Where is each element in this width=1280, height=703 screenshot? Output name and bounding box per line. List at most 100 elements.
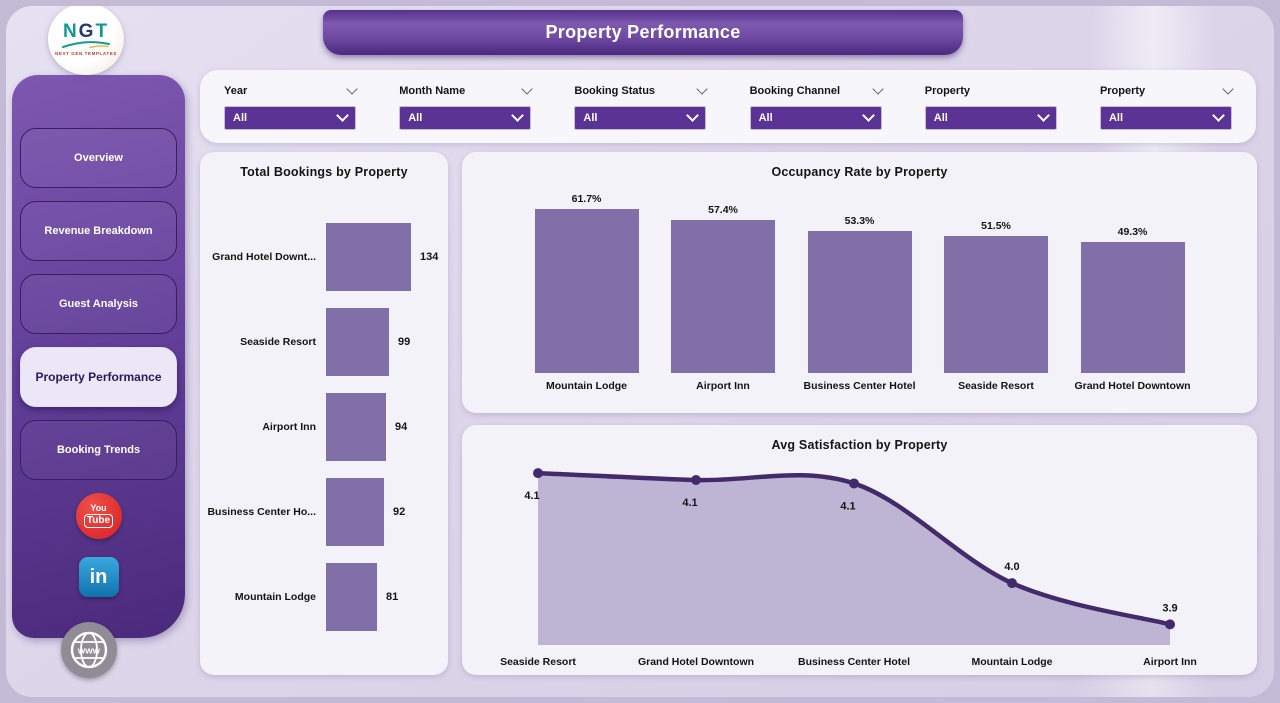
filter-label: Year (224, 84, 248, 97)
booking-status-filter-dropdown-2[interactable]: All (574, 105, 707, 130)
value-label: 4.0 (1004, 561, 1019, 573)
category-label: Seaside Resort (958, 380, 1034, 392)
youtube-icon[interactable]: You Tube (75, 493, 122, 539)
value-label: 51.5% (981, 220, 1011, 232)
chevron-down-icon (696, 82, 709, 95)
total-bookings-chart: Grand Hotel Downt... 134 Seaside Resort 99 A… (200, 179, 448, 631)
filter-selected-value: All (758, 111, 773, 124)
sidebar-item-booking-trends[interactable]: Booking Trends (20, 420, 177, 480)
ngt-logo: NGT NEXT GEN TEMPLATES (48, 6, 124, 75)
value-label: 57.4% (708, 204, 738, 216)
chevron-down-icon (1036, 109, 1050, 122)
filter-label-row: Booking Channel (749, 82, 884, 98)
category-label: Seaside Resort (500, 656, 576, 668)
filter-label: Month Name (399, 84, 466, 97)
chevron-down-icon (686, 109, 700, 122)
filter-booking-channel-3: Booking Channel All (749, 82, 884, 130)
website-icon[interactable]: www (61, 622, 117, 678)
bar-grand-hotel-downtown[interactable] (1080, 242, 1185, 373)
booking-bar-row: Business Center Ho... 92 (200, 478, 448, 546)
sidebar: Overview Revenue Breakdown Guest Analysis P… (12, 75, 185, 638)
occupancy-column: 61.7% Mountain Lodge (534, 182, 639, 408)
youtube-icon-text: You (90, 503, 107, 513)
page-title-banner: Property Performance (323, 10, 963, 55)
filter-label-row: Month Name (399, 82, 533, 98)
satisfaction-area-plot: 4.1 4.1 4.1 4.0 3.9 Seaside Resort Grand Hotel… (500, 468, 1197, 668)
total-bookings-card: Total Bookings by Property Grand Hotel D… (200, 152, 448, 675)
logo-text: NGT (63, 20, 109, 42)
occupancy-column: 49.3% Grand Hotel Downtown (1074, 182, 1190, 408)
chevron-down-icon (521, 82, 533, 95)
logo-letter-g: G (78, 20, 96, 42)
category-label: Grand Hotel Downtown (638, 656, 754, 668)
sidebar-item-property-performance[interactable]: Property Performance (20, 347, 177, 407)
data-point-airport-inn[interactable] (1165, 619, 1175, 630)
dashboard-frame: NGT NEXT GEN TEMPLATES Property Performa… (6, 6, 1274, 697)
chevron-down-icon (871, 82, 884, 95)
category-label: Business Center Hotel (803, 380, 916, 392)
data-point-seaside-resort[interactable] (533, 468, 543, 479)
filter-selected-value: All (583, 111, 598, 124)
category-label: Airport Inn (1143, 656, 1197, 668)
data-point-grand-hotel-downtown[interactable] (691, 475, 701, 485)
sidebar-item-revenue-breakdown[interactable]: Revenue Breakdown (20, 201, 177, 261)
category-label: Seaside Resort (240, 335, 316, 348)
bar-business-center-hotel[interactable] (807, 231, 912, 373)
avg-satisfaction-title: Avg Satisfaction by Property (771, 438, 948, 452)
value-label: 92 (393, 506, 406, 518)
month-name-filter-dropdown-1[interactable]: All (399, 105, 532, 130)
sidebar-item-guest-analysis[interactable]: Guest Analysis (20, 274, 177, 334)
bar-airport-inn[interactable] (671, 220, 775, 373)
filter-label-row: Property (1099, 82, 1234, 98)
bar-seaside-resort[interactable] (944, 236, 1048, 373)
linkedin-icon-text: in (89, 565, 108, 588)
data-point-mountain-lodge[interactable] (1007, 578, 1017, 589)
sidebar-nav: Overview Revenue Breakdown Guest Analysis P… (12, 75, 185, 480)
bar-business-center-ho[interactable] (326, 478, 384, 546)
bar-mountain-lodge[interactable] (534, 209, 639, 373)
year-filter-dropdown-0[interactable]: All (224, 105, 356, 130)
booking-channel-filter-dropdown-3[interactable]: All (749, 105, 882, 130)
chevron-down-icon (511, 109, 525, 122)
property-filter-dropdown-5[interactable]: All (1099, 105, 1232, 130)
value-label: 53.3% (844, 215, 875, 227)
sidebar-social: You Tube in (12, 493, 185, 597)
booking-bar-row: Grand Hotel Downt... 134 (200, 223, 448, 291)
filter-label-row: Booking Status (574, 82, 709, 98)
filter-label: Property (1099, 84, 1146, 97)
bar-grand-hotel-downt[interactable] (326, 223, 411, 291)
filter-selected-value: All (233, 111, 248, 124)
filter-label-row: Year (224, 82, 358, 98)
total-bookings-title: Total Bookings by Property (240, 165, 408, 179)
filter-label: Property (924, 84, 970, 97)
value-label: 81 (386, 591, 399, 603)
filter-label: Booking Status (574, 84, 656, 97)
occupancy-rate-title: Occupancy Rate by Property (771, 165, 948, 179)
sidebar-item-overview[interactable]: Overview (20, 128, 177, 188)
value-label: 4.1 (682, 497, 697, 509)
youtube-icon-text: Tube (83, 514, 114, 528)
filter-label: Booking Channel (749, 84, 841, 97)
value-label: 49.3% (1117, 226, 1148, 238)
occupancy-rate-chart: 61.7% Mountain Lodge 57.4% Airport Inn 53.3%… (462, 182, 1257, 408)
value-label: 94 (395, 421, 408, 433)
value-label: 134 (420, 251, 439, 263)
occupancy-rate-card: Occupancy Rate by Property 61.7% Mountain… (462, 152, 1257, 413)
logo-swoosh-icon (62, 40, 110, 48)
data-point-business-center-hotel[interactable] (849, 478, 859, 489)
category-label: Business Center Ho... (207, 505, 316, 518)
bar-mountain-lodge[interactable] (326, 563, 377, 631)
category-label: Airport Inn (696, 380, 750, 392)
occupancy-column: 57.4% Airport Inn (671, 182, 775, 408)
bar-seaside-resort[interactable] (326, 308, 389, 376)
filter-booking-status-2: Booking Status All (574, 82, 709, 130)
area-fill (538, 473, 1170, 645)
filter-year-0: Year All (224, 82, 358, 130)
filter-selected-value: All (933, 111, 948, 124)
chevron-down-icon (1222, 82, 1234, 95)
filter-property-5: Property All (1099, 82, 1234, 130)
linkedin-icon[interactable]: in (78, 557, 119, 597)
property-filter-dropdown-4[interactable]: All (924, 105, 1057, 130)
occupancy-column: 53.3% Business Center Hotel (803, 182, 915, 408)
bar-airport-inn[interactable] (326, 393, 386, 461)
